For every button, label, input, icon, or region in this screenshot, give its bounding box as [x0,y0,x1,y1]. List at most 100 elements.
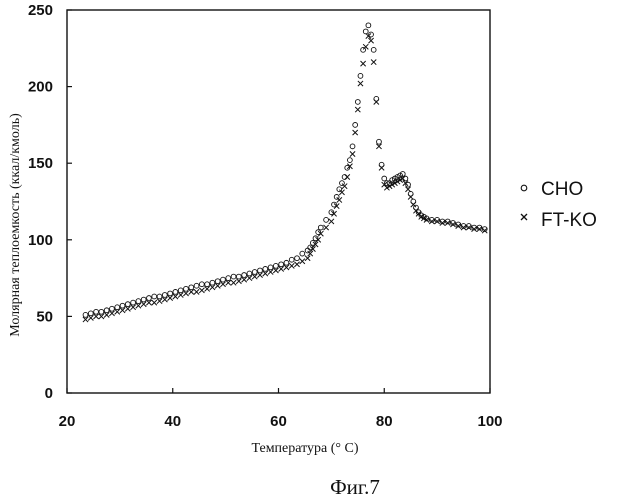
point-ft-ko [161,296,168,303]
point-ft-ko [373,98,380,105]
point-cho [310,240,316,246]
y-tick-label: 50 [36,308,53,325]
point-ft-ko [370,59,377,66]
point-ft-ko [193,288,200,295]
point-cho [267,264,274,271]
point-cho [140,296,147,303]
point-cho [376,138,382,145]
point-ft-ko [391,180,398,187]
x-tick-label: 20 [59,413,76,430]
point-ft-ko [220,281,226,288]
point-cho [109,305,115,312]
point-cho [146,295,152,301]
point-ft-ko [444,219,451,226]
point-cho [220,276,226,283]
series-ft-ko [82,33,488,323]
legend-marker-cho [520,184,528,192]
legend-label-ft-ko: FT-KO [541,210,597,231]
point-ft-ko [405,186,411,193]
point-cho [349,143,356,150]
point-cho [328,209,335,216]
point-ft-ko [283,264,290,271]
point-cho [455,221,462,228]
point-ft-ko [156,298,163,305]
point-ft-ko [235,278,242,285]
point-ft-ko [204,285,211,292]
point-ft-ko [140,301,147,308]
point-ft-ko [362,43,369,50]
point-ft-ko [323,224,330,231]
point-ft-ko [130,304,137,311]
point-cho [444,218,451,225]
point-ft-ko [246,275,253,282]
point-ft-ko [418,213,425,220]
point-ft-ko [82,316,89,323]
point-cho [450,220,456,226]
point-ft-ko [114,308,121,315]
point-cho [151,293,158,300]
point-ft-ko [402,180,409,187]
point-ft-ko [304,255,311,262]
point-cho [331,201,337,208]
y-tick-label: 100 [28,232,53,249]
point-ft-ko [423,216,430,223]
point-cho [241,272,247,278]
point-cho [368,31,374,38]
point-ft-ko [172,293,179,300]
point-ft-ko [434,218,441,225]
point-ft-ko [214,282,221,289]
point-ft-ko [93,313,100,320]
point-cho [381,175,388,182]
point-cho [336,186,343,193]
point-cho [481,226,488,232]
point-cho [471,224,477,231]
point-ft-ko [365,33,372,39]
point-cho [317,224,324,231]
point-ft-ko [278,265,285,272]
point-cho [339,180,345,186]
point-cho [103,307,110,314]
point-ft-ko [410,201,417,208]
point-cho [278,261,284,268]
y-tick-label: 0 [45,385,53,402]
point-cho [399,171,406,177]
x-tick-label: 80 [376,413,393,430]
point-cho [246,270,253,277]
point-cho [347,157,353,163]
point-cho [354,99,361,105]
y-axis: 0 50 100 150 200 250 [28,2,72,402]
point-ft-ko [151,299,158,306]
point-ft-ko [288,262,295,269]
point-cho [135,298,142,304]
point-cho [183,285,189,292]
point-ft-ko [307,250,314,257]
point-ft-ko [87,314,94,321]
point-cho [251,269,258,275]
point-cho [307,244,314,251]
point-cho [214,278,221,285]
point-cho [188,284,195,291]
point-ft-ko [352,129,359,136]
point-ft-ko [257,272,263,278]
point-ft-ko [397,177,404,184]
x-tick-label: 40 [164,413,181,430]
point-cho [225,275,232,281]
point-cho [288,256,295,263]
point-ft-ko [135,302,142,309]
point-cho [156,293,163,300]
point-cho [476,224,483,231]
point-cho [434,217,440,223]
point-cho [130,299,136,306]
point-ft-ko [103,311,110,318]
point-cho [360,46,366,53]
figure-caption: Фиг.7 [330,475,380,499]
point-ft-ko [230,279,237,286]
point-ft-ko [450,221,456,228]
point-cho [315,229,322,235]
point-ft-ko [346,163,353,170]
point-cho [93,308,99,315]
point-cho [312,235,319,242]
point-ft-ko [386,183,393,190]
point-ft-ko [198,287,205,294]
